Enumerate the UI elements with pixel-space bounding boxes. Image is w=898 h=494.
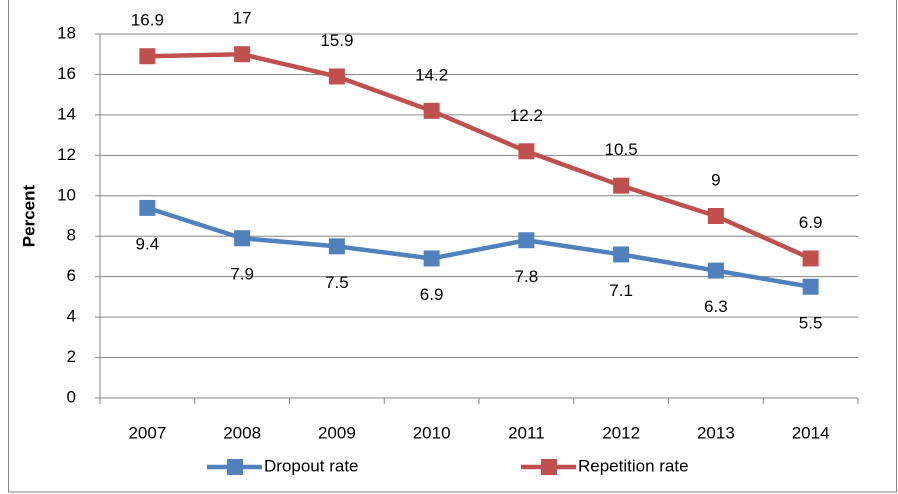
data-label: 10.5 (605, 140, 638, 159)
series-line (147, 51, 812, 261)
y-tick-label: 4 (67, 307, 76, 326)
marker (802, 250, 819, 267)
y-axis-label: Percent (19, 184, 38, 247)
data-label: 16.9 (131, 11, 164, 30)
data-label: 6.3 (704, 297, 728, 316)
x-tick-label: 2010 (413, 423, 451, 442)
marker (707, 208, 724, 224)
marker (328, 238, 345, 255)
y-tick-label: 16 (57, 64, 76, 83)
marker (423, 250, 440, 267)
data-label: 6.9 (799, 213, 823, 232)
marker (802, 278, 819, 295)
marker (518, 143, 535, 160)
y-tick-label: 14 (57, 104, 76, 123)
x-tick-label: 2011 (508, 423, 545, 442)
x-tick-label: 2007 (128, 423, 166, 442)
data-label: 5.5 (799, 313, 823, 332)
y-tick-label: 8 (67, 226, 76, 245)
marker (234, 46, 251, 63)
marker (423, 102, 440, 119)
y-tick-label: 12 (57, 145, 76, 164)
data-label: 7.8 (515, 267, 539, 286)
marker (328, 68, 345, 85)
series-line (146, 205, 812, 289)
data-label: 9.4 (136, 234, 160, 253)
data-label: 6.9 (420, 285, 444, 304)
marker (707, 262, 724, 279)
y-tick-label: 18 (57, 23, 76, 42)
data-label: 7.1 (609, 281, 633, 300)
legend-label: Repetition rate (578, 456, 689, 475)
marker (518, 232, 535, 249)
y-tick-label: 0 (67, 387, 76, 406)
marker (139, 48, 156, 65)
chart-frame (8, 0, 897, 493)
data-label: 7.5 (325, 273, 349, 292)
legend-marker (541, 459, 557, 475)
y-tick-label: 10 (57, 185, 76, 204)
data-label: 7.9 (230, 265, 254, 284)
y-tick-label: 6 (67, 266, 76, 285)
x-tick-label: 2013 (697, 423, 735, 442)
y-tick-label: 2 (67, 347, 76, 366)
x-tick-label: 2008 (223, 423, 261, 442)
data-label: 9 (711, 170, 720, 189)
x-tick-label: 2009 (318, 423, 356, 442)
data-label: 17 (233, 9, 252, 28)
marker (613, 246, 630, 263)
data-label: 15.9 (320, 31, 353, 50)
marker (613, 177, 630, 194)
data-label: 12.2 (510, 106, 543, 125)
marker (234, 230, 251, 247)
legend-label: Dropout rate (264, 456, 359, 475)
legend-marker (227, 459, 243, 475)
x-tick-label: 2014 (792, 423, 830, 442)
x-tick-label: 2012 (602, 423, 640, 442)
data-label: 14.2 (415, 65, 448, 84)
marker (139, 199, 156, 216)
